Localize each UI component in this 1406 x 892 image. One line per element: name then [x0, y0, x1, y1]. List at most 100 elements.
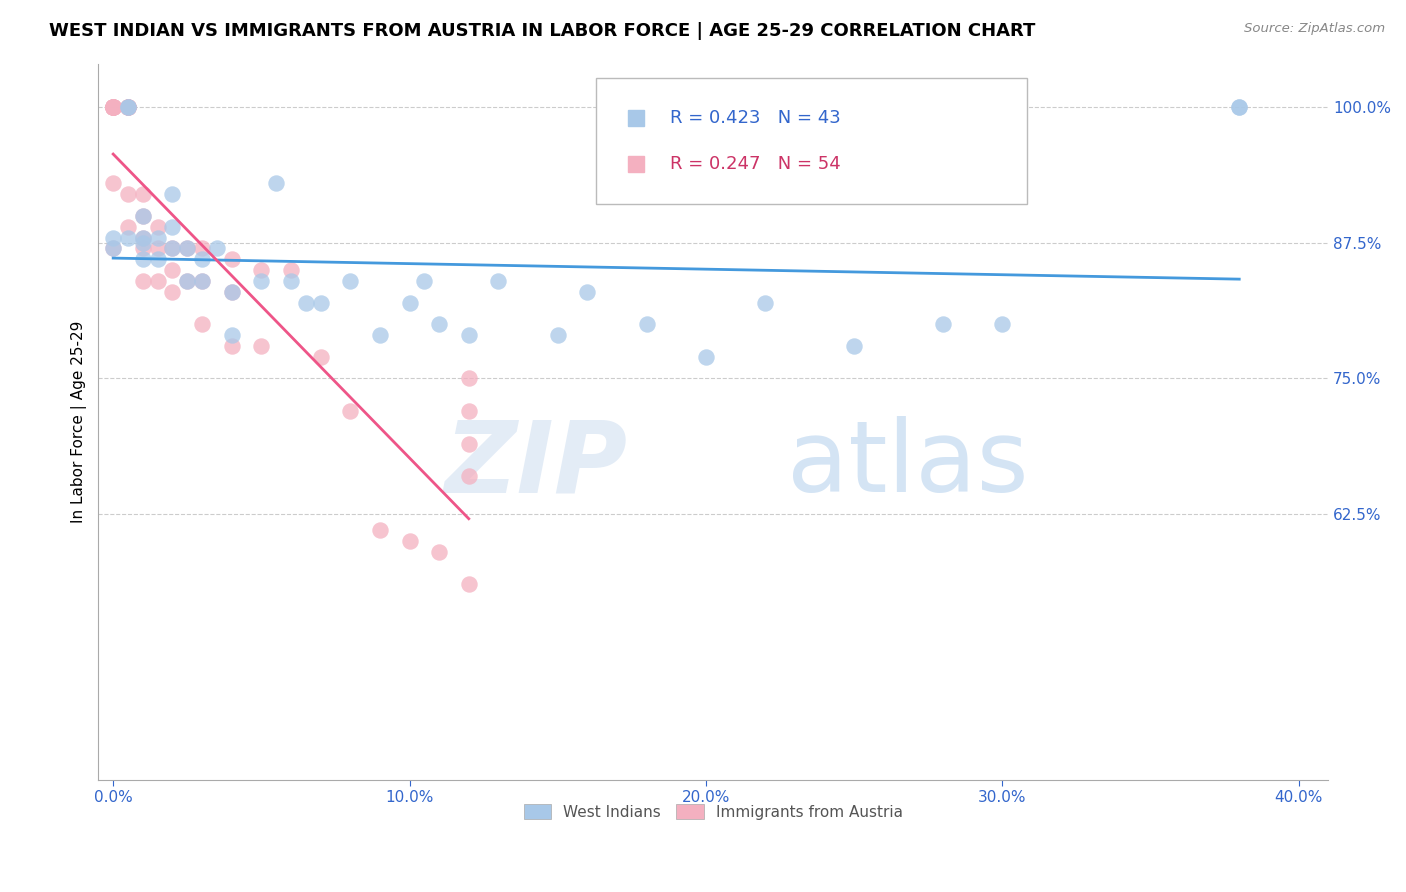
Point: [250, 263, 273, 277]
Point: [101, 241, 124, 255]
Point: [132, 209, 155, 223]
Point: [339, 274, 361, 288]
Point: [132, 274, 155, 288]
Point: [132, 241, 155, 255]
Point: [547, 328, 569, 343]
Text: atlas: atlas: [787, 417, 1029, 513]
Point: [101, 241, 124, 255]
Point: [176, 241, 198, 255]
Point: [117, 100, 139, 114]
Point: [191, 241, 214, 255]
Point: [695, 350, 717, 364]
Point: [221, 285, 243, 299]
Point: [176, 274, 198, 288]
Text: Source: ZipAtlas.com: Source: ZipAtlas.com: [1244, 22, 1385, 36]
Point: [991, 318, 1014, 332]
Point: [636, 318, 658, 332]
Point: [191, 252, 214, 267]
Point: [191, 274, 214, 288]
Point: [101, 100, 124, 114]
Point: [191, 274, 214, 288]
Point: [132, 252, 155, 267]
Point: [162, 219, 184, 234]
Point: [117, 100, 139, 114]
Text: R = 0.423   N = 43: R = 0.423 N = 43: [671, 109, 841, 127]
Point: [101, 100, 124, 114]
Point: [457, 328, 479, 343]
Point: [457, 469, 479, 483]
Point: [1227, 100, 1250, 114]
Legend: West Indians, Immigrants from Austria: West Indians, Immigrants from Austria: [517, 797, 910, 826]
Point: [427, 318, 450, 332]
Point: [132, 235, 155, 250]
Point: [280, 263, 302, 277]
Point: [309, 295, 332, 310]
Point: [117, 187, 139, 202]
Point: [176, 241, 198, 255]
Y-axis label: In Labor Force | Age 25-29: In Labor Force | Age 25-29: [72, 320, 87, 523]
Point: [101, 100, 124, 114]
Point: [101, 177, 124, 191]
Point: [398, 295, 420, 310]
Point: [221, 285, 243, 299]
Point: [309, 350, 332, 364]
Point: [176, 274, 198, 288]
Text: WEST INDIAN VS IMMIGRANTS FROM AUSTRIA IN LABOR FORCE | AGE 25-29 CORRELATION CH: WEST INDIAN VS IMMIGRANTS FROM AUSTRIA I…: [49, 22, 1036, 40]
Point: [162, 263, 184, 277]
Point: [413, 274, 436, 288]
Point: [117, 100, 139, 114]
Point: [457, 404, 479, 418]
Point: [132, 209, 155, 223]
Point: [101, 100, 124, 114]
Point: [132, 230, 155, 244]
Point: [117, 219, 139, 234]
Point: [146, 241, 169, 255]
Point: [1227, 100, 1250, 114]
Point: [101, 100, 124, 114]
Point: [427, 545, 450, 559]
Point: [932, 318, 955, 332]
Point: [101, 100, 124, 114]
Point: [294, 295, 316, 310]
Point: [221, 328, 243, 343]
Point: [162, 241, 184, 255]
Point: [117, 100, 139, 114]
Point: [117, 230, 139, 244]
Point: [117, 100, 139, 114]
Point: [486, 274, 509, 288]
Point: [339, 404, 361, 418]
FancyBboxPatch shape: [596, 78, 1026, 203]
Point: [221, 339, 243, 353]
Point: [368, 328, 391, 343]
Point: [250, 339, 273, 353]
Point: [117, 100, 139, 114]
Point: [576, 285, 599, 299]
Point: [205, 241, 228, 255]
Point: [221, 252, 243, 267]
Point: [457, 436, 479, 450]
Point: [162, 241, 184, 255]
Point: [101, 100, 124, 114]
Point: [101, 100, 124, 114]
Point: [162, 285, 184, 299]
Point: [842, 339, 865, 353]
Point: [117, 100, 139, 114]
Point: [162, 187, 184, 202]
Text: ZIP: ZIP: [444, 417, 627, 513]
Point: [368, 523, 391, 537]
Point: [754, 295, 776, 310]
Point: [101, 100, 124, 114]
Point: [146, 274, 169, 288]
Point: [398, 534, 420, 549]
Point: [146, 252, 169, 267]
Point: [191, 318, 214, 332]
Point: [101, 230, 124, 244]
Point: [146, 230, 169, 244]
Point: [457, 371, 479, 385]
Point: [280, 274, 302, 288]
Point: [264, 177, 287, 191]
Point: [146, 219, 169, 234]
Point: [132, 230, 155, 244]
Point: [101, 100, 124, 114]
Point: [132, 187, 155, 202]
